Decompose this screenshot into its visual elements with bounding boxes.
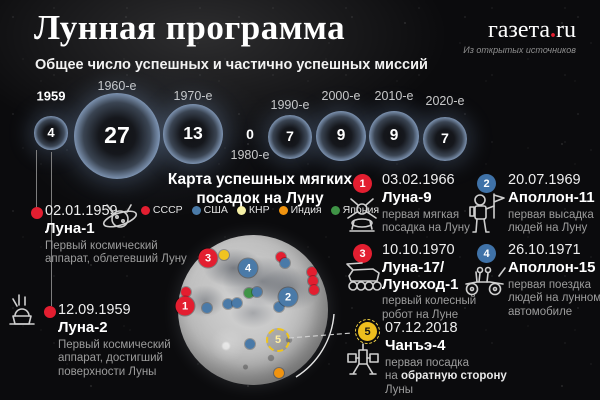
landing-dot: [232, 298, 242, 308]
legend-color-dot: [330, 205, 340, 215]
mission-luna2: 12.09.1959 Луна-2 Первый космический апп…: [58, 302, 198, 380]
landing-dot: [307, 267, 317, 277]
mission-apollo15: 26.10.1971 Аполлон-15 первая поездка люд…: [508, 242, 600, 320]
mission-desc: первая посадка на обратную сторону Луны: [385, 356, 507, 397]
mission-date: 26.10.1971: [508, 242, 581, 258]
landing-badge-2: 2: [278, 287, 298, 307]
gazeta-logo[interactable]: газета.ru Из открытых источников: [463, 18, 576, 55]
decade-label: 2000-е: [321, 89, 361, 103]
badge-1: 1: [353, 174, 372, 193]
decade-bubble: 9: [316, 111, 366, 161]
mission-name: Луна-2: [58, 319, 108, 336]
mission-desc: первый колесный робот на Луне: [382, 295, 477, 321]
change4-lander-icon: [347, 343, 379, 375]
legend-color-dot: [140, 205, 150, 215]
mission-name: Луна-9: [382, 189, 432, 206]
landing-badge-3: 3: [198, 248, 218, 268]
mission-date: 03.02.1966: [382, 172, 455, 188]
source-note: Из открытых источников: [463, 45, 576, 55]
mission-date: 20.07.1969: [508, 172, 581, 188]
decade-label: 1959: [36, 88, 66, 104]
luna2-lander-icon: [9, 294, 35, 325]
landing-badge-5: 5: [266, 328, 290, 352]
decade-zero-value: 0: [246, 126, 254, 142]
decade-bubble: 4: [34, 116, 68, 150]
mission-desc: Первый космический аппарат, облетевший Л…: [45, 239, 187, 266]
landing-dot: [181, 287, 191, 297]
mission-desc: первая поездка людей на лунном автомобил…: [508, 278, 600, 319]
landing-dot: [280, 258, 290, 268]
legend-color-dot: [191, 205, 201, 215]
decade-bubble: 7: [423, 117, 467, 161]
timeline-dot-luna2: [44, 306, 56, 318]
landing-badge-4: 4: [238, 258, 258, 278]
mission-change4: 07.12.2018 Чанъэ-4 первая посадка на обр…: [385, 320, 535, 398]
page-title: Лунная программа: [34, 8, 346, 47]
badge-2: 2: [477, 174, 496, 193]
decade-label: 1960-е: [97, 79, 137, 93]
decade-label: 2010-е: [374, 89, 414, 103]
landing-dot: [219, 250, 229, 260]
decade-bubble: 27: [73, 92, 161, 180]
landing-dot: [276, 252, 286, 262]
legend-item: США: [191, 204, 228, 216]
legend-item: СССР: [140, 204, 183, 216]
mission-name: Аполлон-11: [508, 189, 595, 206]
badge-4: 4: [477, 244, 496, 263]
legend-item: Индия: [278, 204, 322, 216]
landing-dot: [245, 339, 255, 349]
leader-line-luna1: [36, 150, 37, 208]
mission-name: Аполлон-15: [508, 259, 596, 276]
mission-luna9: 03.02.1966 Луна-9 первая мягкая посадка …: [382, 172, 482, 236]
decade-bubble: 9: [369, 111, 419, 161]
legend-item: КНР: [236, 204, 270, 216]
mission-desc: первая мягкая посадка на Луну: [382, 208, 470, 235]
decade-label: 1980-е: [230, 148, 270, 162]
landing-dot: [274, 302, 284, 312]
chart-subtitle: Общее число успешных и частично успешных…: [35, 57, 428, 73]
mission-apollo11: 20.07.1969 Аполлон-11 первая высадка люд…: [508, 172, 600, 236]
decade-label: 1990-е: [270, 98, 310, 112]
legend-color-dot: [236, 205, 246, 215]
mission-luna1: 02.01.1959 Луна-1 Первый космический апп…: [45, 203, 197, 267]
map-title: Карта успешных мягких посадок на Луну: [167, 171, 353, 208]
decade-label: 1970-е: [173, 89, 213, 103]
timeline-dot-luna1: [31, 207, 43, 219]
landing-dot: [308, 276, 318, 286]
legend-color-dot: [278, 205, 288, 215]
mission-name: Луна-1: [45, 220, 95, 237]
landing-dot: [202, 303, 212, 313]
landing-dot: [274, 368, 284, 378]
lunokhod-rover-icon: [346, 262, 382, 291]
mission-date: 10.10.1970: [382, 242, 455, 258]
legend-item: Япония: [330, 204, 379, 216]
badge-5: 5: [355, 319, 380, 344]
landing-badge-1: 1: [175, 296, 195, 316]
badge-3: 3: [353, 244, 372, 263]
mission-name: Чанъэ-4: [385, 337, 446, 354]
landing-dot: [252, 287, 262, 297]
landing-dot: [244, 288, 254, 298]
mission-desc: первая высадка людей на Луну: [508, 208, 594, 235]
mission-date: 12.09.1959: [58, 302, 131, 318]
mission-date: 02.01.1959: [45, 203, 118, 219]
mission-date: 07.12.2018: [385, 320, 458, 336]
leader-line-luna2: [51, 152, 52, 306]
decade-label: 2020-е: [425, 94, 465, 108]
decade-bubble: 7: [268, 115, 312, 159]
mission-name: Луна-17/ Луноход-1: [382, 259, 459, 293]
landing-dot: [309, 285, 319, 295]
logo-wordmark: газета.ru: [487, 17, 576, 43]
decade-bubble: 13: [163, 104, 223, 164]
mission-desc: Первый космический аппарат, достигший по…: [58, 338, 171, 379]
mission-lunokhod1: 10.10.1970 Луна-17/ Луноход-1 первый кол…: [382, 242, 488, 323]
landing-dot: [223, 299, 233, 309]
logo-red-dot: .: [550, 17, 556, 43]
